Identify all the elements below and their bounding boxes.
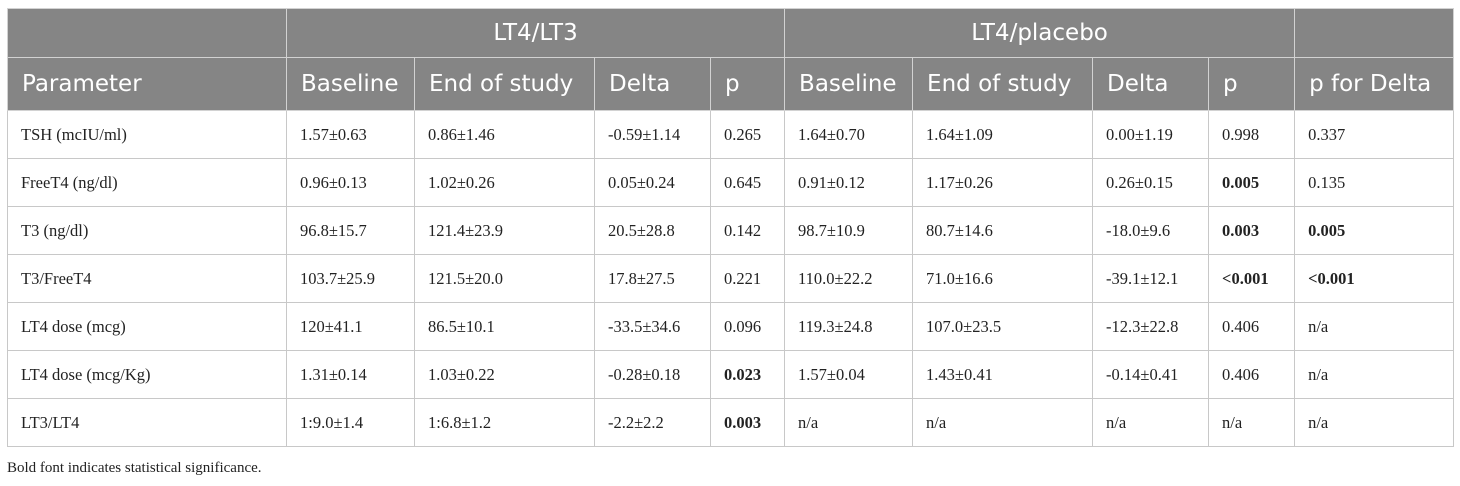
table-cell: 110.0±22.2 — [784, 254, 914, 303]
group-header-row: LT4/LT3 LT4/placebo — [7, 8, 1455, 58]
column-header-lt4-lt3-baseline: Baseline — [286, 57, 415, 111]
row-parameter-cell: LT3/LT4 — [7, 398, 287, 447]
table-cell: 0.135 — [1294, 158, 1455, 207]
table-cell: 0.05±0.24 — [594, 158, 711, 207]
column-header-lt4-placebo-p: p — [1208, 57, 1296, 111]
table-cell: 0.221 — [709, 254, 786, 303]
row-parameter-cell: LT4 dose (mcg) — [7, 302, 287, 351]
table-cell: n/a — [912, 398, 1094, 447]
table-row: LT4 dose (mcg/Kg) 1.31±0.14 1.03±0.22 -0.28… — [7, 350, 1455, 399]
table-cell: 103.7±25.9 — [286, 254, 415, 303]
row-parameter-cell: T3 (ng/dl) — [7, 206, 287, 255]
column-header-p-for-delta: p for Delta — [1294, 57, 1455, 111]
results-table-container: LT4/LT3 LT4/placebo Parameter Baseline End… — [7, 8, 1455, 447]
column-header-lt4-placebo-delta: Delta — [1092, 57, 1210, 111]
table-cell: <0.001 — [1294, 254, 1455, 303]
table-cell: 0.406 — [1208, 302, 1296, 351]
table-cell: 20.5±28.8 — [594, 206, 711, 255]
group-header-lt4-lt3: LT4/LT3 — [285, 8, 786, 58]
table-cell: 0.00±1.19 — [1092, 110, 1210, 159]
table-cell: 1.57±0.04 — [784, 350, 914, 399]
table-cell: 96.8±15.7 — [286, 206, 415, 255]
table-cell: 107.0±23.5 — [912, 302, 1094, 351]
table-body: TSH (mcIU/ml) 1.57±0.63 0.86±1.46 -0.59±1.1… — [7, 110, 1455, 447]
row-parameter-cell: LT4 dose (mcg/Kg) — [7, 350, 287, 399]
table-cell: n/a — [1294, 302, 1455, 351]
table-row: LT4 dose (mcg) 120±41.1 86.5±10.1 -33.5±34.… — [7, 302, 1455, 351]
table-row: FreeT4 (ng/dl) 0.96±0.13 1.02±0.26 0.05±0.2… — [7, 158, 1455, 207]
table-cell: 0.26±0.15 — [1092, 158, 1210, 207]
table-cell: 0.337 — [1294, 110, 1455, 159]
table-cell: -2.2±2.2 — [594, 398, 711, 447]
table-row: LT3/LT4 1:9.0±1.4 1:6.8±1.2 -2.2±2.2 0.003 n/… — [7, 398, 1455, 447]
row-parameter-cell: TSH (mcIU/ml) — [7, 110, 287, 159]
table-cell: n/a — [784, 398, 914, 447]
table-cell: n/a — [1092, 398, 1210, 447]
table-row: T3/FreeT4 103.7±25.9 121.5±20.0 17.8±27.5 0.… — [7, 254, 1455, 303]
table-cell: 1.31±0.14 — [286, 350, 415, 399]
table-row: TSH (mcIU/ml) 1.57±0.63 0.86±1.46 -0.59±1.1… — [7, 110, 1455, 159]
table-row: T3 (ng/dl) 96.8±15.7 121.4±23.9 20.5±28.8 0.… — [7, 206, 1455, 255]
group-header-tail — [1294, 8, 1455, 58]
table-cell: 86.5±10.1 — [414, 302, 595, 351]
table-cell: 1.03±0.22 — [414, 350, 595, 399]
table-cell: 80.7±14.6 — [912, 206, 1094, 255]
column-header-parameter: Parameter — [7, 57, 287, 111]
table-cell: 1.64±0.70 — [784, 110, 914, 159]
table-cell: 0.406 — [1208, 350, 1296, 399]
table-cell: 0.003 — [709, 398, 786, 447]
table-cell: 71.0±16.6 — [912, 254, 1094, 303]
table-cell: 1:6.8±1.2 — [414, 398, 595, 447]
group-header-empty — [7, 8, 287, 58]
column-header-row: Parameter Baseline End of study Delta p Basel… — [7, 57, 1455, 111]
table-cell: -0.59±1.14 — [594, 110, 711, 159]
table-cell: -0.14±0.41 — [1092, 350, 1210, 399]
table-cell: 0.003 — [1208, 206, 1296, 255]
row-parameter-cell: T3/FreeT4 — [7, 254, 287, 303]
column-header-lt4-placebo-baseline: Baseline — [784, 57, 914, 111]
table-cell: 0.265 — [709, 110, 786, 159]
table-cell: 0.645 — [709, 158, 786, 207]
table-cell: 0.91±0.12 — [784, 158, 914, 207]
results-table: LT4/LT3 LT4/placebo Parameter Baseline End… — [7, 8, 1455, 447]
table-cell: -33.5±34.6 — [594, 302, 711, 351]
footnote: Bold font indicates statistical signific… — [7, 460, 262, 476]
table-cell: <0.001 — [1208, 254, 1296, 303]
table-cell: -18.0±9.6 — [1092, 206, 1210, 255]
table-cell: 0.96±0.13 — [286, 158, 415, 207]
table-cell: 0.86±1.46 — [414, 110, 595, 159]
table-cell: 119.3±24.8 — [784, 302, 914, 351]
column-header-lt4-lt3-delta: Delta — [594, 57, 711, 111]
table-cell: 1.64±1.09 — [912, 110, 1094, 159]
table-cell: 1:9.0±1.4 — [286, 398, 415, 447]
table-cell: 0.998 — [1208, 110, 1296, 159]
table-cell: 0.096 — [709, 302, 786, 351]
table-cell: n/a — [1208, 398, 1296, 447]
group-header-lt4-placebo: LT4/placebo — [784, 8, 1296, 58]
table-cell: 120±41.1 — [286, 302, 415, 351]
table-cell: n/a — [1294, 398, 1455, 447]
table-cell: -39.1±12.1 — [1092, 254, 1210, 303]
table-cell: -0.28±0.18 — [594, 350, 711, 399]
column-header-lt4-lt3-end-of-study: End of study — [414, 57, 595, 111]
table-cell: 1.02±0.26 — [414, 158, 595, 207]
table-cell: 98.7±10.9 — [784, 206, 914, 255]
row-parameter-cell: FreeT4 (ng/dl) — [7, 158, 287, 207]
table-cell: 1.57±0.63 — [286, 110, 415, 159]
table-cell: 1.17±0.26 — [912, 158, 1094, 207]
table-cell: 121.4±23.9 — [414, 206, 595, 255]
table-cell: 0.023 — [709, 350, 786, 399]
column-header-lt4-placebo-end-of-study: End of study — [912, 57, 1094, 111]
table-cell: 0.005 — [1294, 206, 1455, 255]
column-header-lt4-lt3-p: p — [709, 57, 786, 111]
table-cell: 17.8±27.5 — [594, 254, 711, 303]
table-cell: 0.142 — [709, 206, 786, 255]
table-cell: 121.5±20.0 — [414, 254, 595, 303]
table-cell: 1.43±0.41 — [912, 350, 1094, 399]
table-cell: -12.3±22.8 — [1092, 302, 1210, 351]
table-cell: n/a — [1294, 350, 1455, 399]
table-cell: 0.005 — [1208, 158, 1296, 207]
